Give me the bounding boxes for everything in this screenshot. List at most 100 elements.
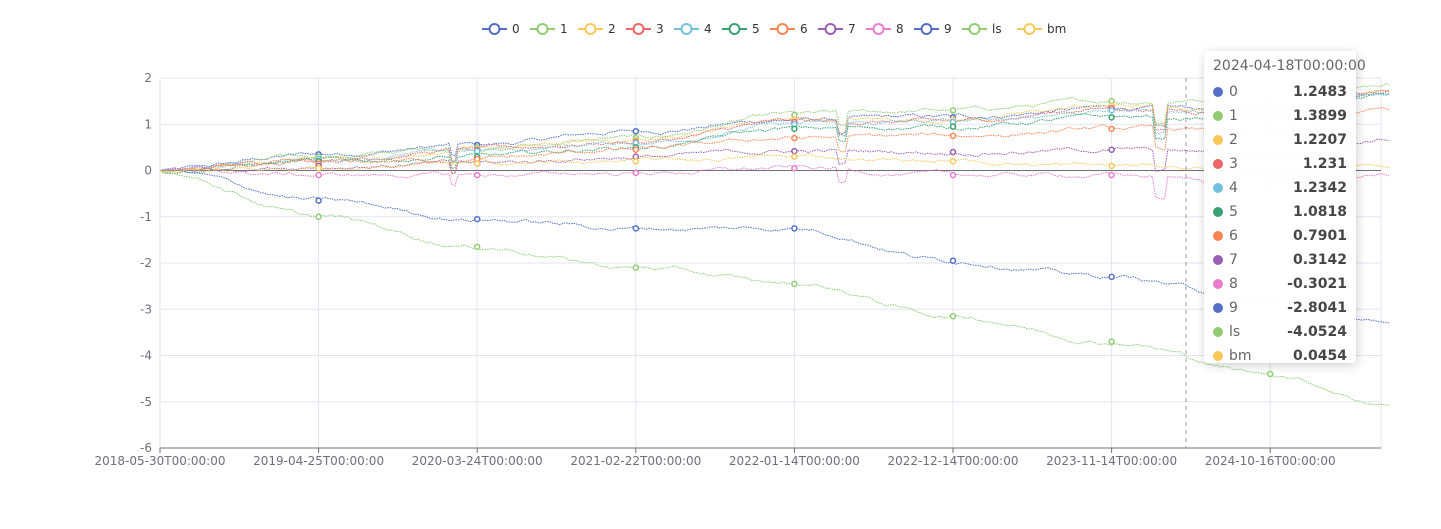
legend-item-0[interactable]: 0 [482, 22, 520, 36]
legend-item-6[interactable]: 6 [770, 22, 808, 36]
tooltip-row: 2 1.2207 [1213, 128, 1347, 152]
legend-item-2[interactable]: 2 [578, 22, 616, 36]
legend-item-ls[interactable]: ls [962, 22, 1002, 36]
tooltip: 2024-04-18T00:00:00 0 1.2483 1 1.3899 2 1.220… [1204, 51, 1366, 364]
series-color-dot-icon [1213, 231, 1223, 241]
legend-circle-icon [776, 23, 789, 35]
tooltip-series-value: 0.3142 [1292, 252, 1347, 268]
legend-circle-icon [728, 23, 741, 35]
data-point [1266, 370, 1274, 378]
series-color-dot-icon [1213, 303, 1223, 313]
x-tick-label: 2020-03-24T00:00:00 [412, 454, 543, 468]
series-line-ls [159, 170, 1390, 406]
data-point [1108, 107, 1115, 114]
tooltip-row: bm 0.0454 [1213, 344, 1347, 368]
tooltip-rows: 0 1.2483 1 1.3899 2 1.2207 3 1.231 4 1.2342 5 1.081… [1213, 80, 1347, 368]
legend-label: 9 [944, 22, 952, 36]
tooltip-series-name: 6 [1229, 228, 1238, 244]
legend[interactable]: 0 1 2 3 4 5 6 7 8 9 ls bm [482, 22, 1066, 36]
data-point [632, 158, 640, 165]
legend-circle-icon [1023, 23, 1036, 35]
data-point [473, 160, 481, 167]
legend-circle-icon [824, 23, 837, 35]
legend-item-bm[interactable]: bm [1017, 22, 1066, 36]
x-tick-label: 2022-12-14T00:00:00 [888, 454, 1019, 468]
legend-circle-icon [488, 23, 501, 35]
data-point [473, 147, 481, 155]
legend-item-1[interactable]: 1 [530, 22, 568, 36]
data-point [791, 164, 798, 172]
data-point [791, 280, 798, 288]
series-color-dot-icon [1213, 87, 1223, 97]
tooltip-series-value: 1.3899 [1292, 108, 1347, 124]
data-point [949, 158, 957, 165]
legend-circle-icon [536, 23, 549, 35]
data-point [1108, 273, 1115, 281]
y-tick-label: -5 [140, 395, 152, 409]
data-point [315, 213, 322, 220]
y-tick-label: -3 [140, 302, 152, 316]
tooltip-row: 5 1.0818 [1213, 200, 1347, 224]
data-point [791, 147, 798, 155]
legend-circle-icon [920, 23, 933, 35]
y-tick-label: -6 [140, 441, 152, 455]
data-point [473, 243, 481, 251]
data-point [632, 146, 640, 153]
legend-label: 8 [896, 22, 904, 36]
tooltip-row: 1 1.3899 [1213, 104, 1347, 128]
x-tick-label: 2021-02-22T00:00:00 [570, 454, 701, 468]
series-color-dot-icon [1213, 351, 1223, 361]
legend-label: bm [1047, 22, 1066, 36]
legend-label: 7 [848, 22, 856, 36]
tooltip-row: 8 -0.3021 [1213, 272, 1347, 296]
data-point [791, 225, 798, 232]
legend-circle-icon [872, 23, 885, 35]
legend-item-9[interactable]: 9 [914, 22, 952, 36]
data-point [315, 171, 322, 179]
legend-item-5[interactable]: 5 [722, 22, 760, 36]
x-tick-label: 2018-05-30T00:00:00 [95, 454, 226, 468]
series-line-8 [159, 164, 1390, 200]
data-point [315, 197, 322, 204]
y-tick-label: 0 [144, 164, 152, 178]
tooltip-series-name: 1 [1229, 108, 1238, 124]
x-tick-label: 2019-04-25T00:00:00 [253, 454, 384, 468]
legend-item-7[interactable]: 7 [818, 22, 856, 36]
legend-label: 3 [656, 22, 664, 36]
series-lines [159, 83, 1390, 406]
series-color-dot-icon [1213, 159, 1223, 169]
data-point [949, 148, 957, 156]
tooltip-series-name: 7 [1229, 252, 1238, 268]
data-point [791, 153, 798, 160]
data-point [791, 134, 798, 142]
series-color-dot-icon [1213, 183, 1223, 193]
legend-label: 5 [752, 22, 760, 36]
legend-item-3[interactable]: 3 [626, 22, 664, 36]
legend-label: ls [992, 22, 1002, 36]
series-line-bm [159, 153, 1390, 172]
data-point [473, 215, 481, 223]
tooltip-series-value: 1.231 [1302, 156, 1347, 172]
tooltip-series-value: 0.7901 [1292, 228, 1347, 244]
tooltip-series-name: 2 [1229, 132, 1238, 148]
tooltip-series-name: 5 [1229, 204, 1238, 220]
tooltip-series-value: 1.2207 [1292, 132, 1347, 148]
data-point [949, 257, 957, 264]
legend-circle-icon [680, 23, 693, 35]
legend-item-4[interactable]: 4 [674, 22, 712, 36]
legend-circle-icon [584, 23, 597, 35]
legend-label: 6 [800, 22, 808, 36]
x-tick-label: 2024-10-16T00:00:00 [1205, 454, 1336, 468]
tooltip-series-value: 0.0454 [1292, 348, 1347, 364]
data-point [949, 171, 957, 179]
data-point [473, 171, 481, 179]
y-axis: 2 1 0 -1 -2 -3 -4 -5 -6 [140, 71, 152, 455]
series-line-0 [159, 90, 1390, 172]
series-line-4 [159, 93, 1390, 172]
data-point [315, 164, 322, 172]
data-point [632, 225, 640, 232]
data-point [632, 169, 640, 177]
legend-item-8[interactable]: 8 [866, 22, 904, 36]
tooltip-series-name: 4 [1229, 180, 1238, 196]
series-color-dot-icon [1213, 207, 1223, 217]
